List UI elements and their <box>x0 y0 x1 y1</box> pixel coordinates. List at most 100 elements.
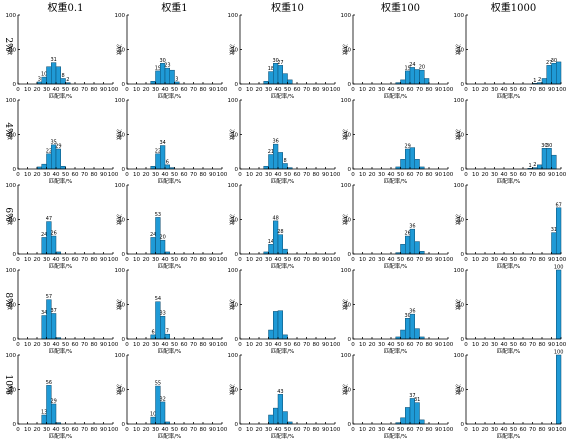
x-tick-label: 90 <box>322 257 329 263</box>
y-tick-label: 50 <box>344 303 351 309</box>
x-tick-label: 60 <box>72 427 79 433</box>
y-tick-label: 100 <box>454 268 465 274</box>
x-tick-label: 0 <box>464 342 468 348</box>
bar-data-label: 2 <box>538 77 541 83</box>
y-tick-label: 100 <box>6 268 17 274</box>
column-titles: 权重0.1 权重1 权重10 权重100 权重1000 <box>48 1 537 14</box>
x-tick-label: 20 <box>482 427 489 433</box>
x-tick-label: 70 <box>190 342 197 348</box>
x-tick-label: 20 <box>143 87 150 93</box>
histogram-bar <box>546 148 552 170</box>
bar-data-label: 29 <box>404 143 410 149</box>
bar-data-label: 37 <box>409 393 415 399</box>
y-tick-label: 0 <box>235 422 239 428</box>
x-tick-label: 90 <box>322 427 329 433</box>
x-tick-label: 50 <box>397 172 404 178</box>
y-tick-label: 50 <box>118 48 125 54</box>
bar-data-label: 19 <box>404 65 410 71</box>
bar-data-label: 7 <box>166 329 169 335</box>
histogram-bar <box>400 329 406 340</box>
bar-data-label: 43 <box>277 389 283 395</box>
bar-data-label: 18 <box>268 66 274 72</box>
y-tick-label: 0 <box>348 252 352 258</box>
x-tick-label: 80 <box>313 427 320 433</box>
bar-data-label: 13 <box>41 410 47 416</box>
x-axis-label: 匹配率/% <box>497 347 521 355</box>
x-tick-label: 30 <box>491 342 498 348</box>
x-tick-label: 30 <box>43 257 50 263</box>
x-tick-label: 30 <box>43 342 50 348</box>
y-tick-label: 0 <box>235 167 239 173</box>
y-tick-label: 100 <box>115 183 126 189</box>
row-label: 4% <box>3 122 13 137</box>
y-axis-label: 次数 <box>228 299 236 311</box>
bar-data-label: 33 <box>159 311 165 317</box>
bar-data-label: 56 <box>46 380 52 386</box>
x-tick-label: 0 <box>238 87 242 93</box>
x-tick-label: 40 <box>53 172 60 178</box>
x-tick-label: 50 <box>171 87 178 93</box>
x-tick-label: 30 <box>265 342 272 348</box>
x-tick-label: 100 <box>217 427 228 433</box>
row-label: 8% <box>3 292 13 307</box>
axis-line <box>17 355 113 425</box>
x-tick-label: 50 <box>510 87 517 93</box>
y-tick-label: 0 <box>122 422 126 428</box>
histogram-bar <box>150 165 156 170</box>
y-tick-label: 50 <box>231 303 238 309</box>
bar-data-label: 48 <box>272 215 278 221</box>
x-tick-label: 60 <box>407 172 414 178</box>
y-tick-label: 100 <box>341 98 352 104</box>
y-axis-label: 次数 <box>115 299 123 311</box>
x-axis-label: 匹配率/% <box>384 177 408 185</box>
histogram-bar <box>268 329 274 340</box>
histogram-bar <box>60 165 66 170</box>
x-axis-label: 匹配率/% <box>49 347 73 355</box>
y-tick-label: 100 <box>341 353 352 359</box>
x-tick-label: 10 <box>472 257 479 263</box>
x-tick-label: 10 <box>472 342 479 348</box>
histogram-bar <box>405 235 411 255</box>
x-tick-label: 50 <box>510 342 517 348</box>
x-tick-label: 70 <box>416 87 423 93</box>
y-axis-label: 次数 <box>341 384 349 396</box>
x-tick-label: 40 <box>388 257 395 263</box>
x-tick-label: 70 <box>190 172 197 178</box>
x-tick-label: 30 <box>152 172 159 178</box>
x-tick-label: 100 <box>443 257 454 263</box>
x-axis-label: 匹配率/% <box>158 432 182 440</box>
bar-data-label: 24 <box>409 62 415 68</box>
x-tick-label: 0 <box>464 172 468 178</box>
histogram-bar <box>160 401 166 425</box>
x-tick-label: 0 <box>16 172 20 178</box>
histogram-bar <box>287 79 293 85</box>
x-tick-label: 100 <box>108 87 119 93</box>
histogram-bar <box>282 73 288 85</box>
y-tick-label: 50 <box>231 133 238 139</box>
x-axis-label: 匹配率/% <box>271 92 295 100</box>
y-tick-label: 50 <box>9 218 16 224</box>
axis-line <box>17 270 113 340</box>
x-tick-label: 70 <box>303 172 310 178</box>
y-axis-label: 次数 <box>341 129 349 141</box>
x-axis-label: 匹配率/% <box>497 92 521 100</box>
x-tick-label: 90 <box>548 427 555 433</box>
x-tick-label: 20 <box>482 257 489 263</box>
histogram-bar <box>277 234 283 255</box>
histogram-bar <box>400 417 406 425</box>
x-tick-label: 60 <box>407 257 414 263</box>
histogram-bar <box>155 70 161 85</box>
x-tick-label: 100 <box>556 257 567 263</box>
x-tick-label: 50 <box>397 342 404 348</box>
x-tick-label: 80 <box>539 257 546 263</box>
y-tick-label: 0 <box>235 252 239 258</box>
y-tick-label: 100 <box>115 268 126 274</box>
histogram-bar <box>556 269 562 340</box>
x-tick-label: 60 <box>72 87 79 93</box>
x-tick-label: 50 <box>284 342 291 348</box>
y-tick-label: 100 <box>115 98 126 104</box>
column-title: 权重0.1 <box>48 1 84 14</box>
histogram-bar <box>268 154 274 170</box>
x-tick-label: 100 <box>443 172 454 178</box>
x-tick-label: 100 <box>556 172 567 178</box>
